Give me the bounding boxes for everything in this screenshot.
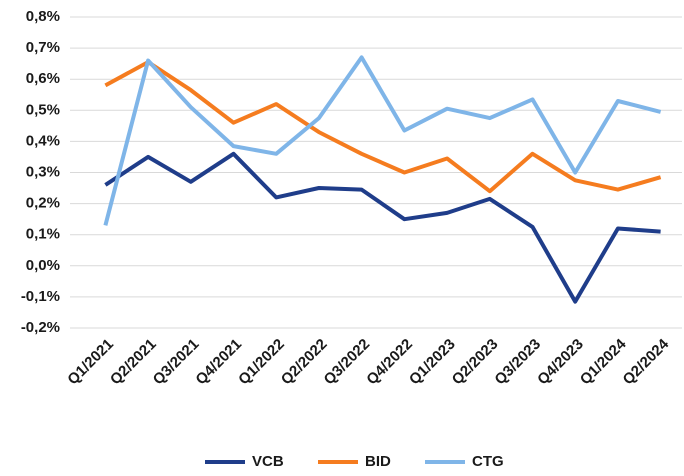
x-tick-label: Q2/2023 <box>449 336 502 389</box>
y-tick-label: -0,1% <box>21 288 60 305</box>
y-tick-label: 0,2% <box>26 195 60 212</box>
x-tick-label: Q1/2024 <box>577 335 630 388</box>
x-tick-label: Q4/2022 <box>363 336 416 389</box>
y-tick-label: 0,3% <box>26 163 60 180</box>
y-tick-label: 0,0% <box>26 257 60 274</box>
y-tick-label: -0,2% <box>21 319 60 336</box>
x-tick-label: Q3/2021 <box>150 336 203 389</box>
legend-label: CTG <box>472 453 504 470</box>
x-tick-label: Q2/2024 <box>620 335 673 388</box>
y-tick-label: 0,1% <box>26 226 60 243</box>
y-tick-label: 0,7% <box>26 39 60 56</box>
legend-label: BID <box>365 453 391 470</box>
x-tick-label: Q4/2021 <box>192 336 245 389</box>
legend-label: VCB <box>252 453 284 470</box>
x-tick-label: Q3/2023 <box>491 336 544 389</box>
x-tick-label: Q1/2021 <box>64 336 117 389</box>
y-tick-label: 0,6% <box>26 70 60 87</box>
series-line <box>104 151 661 304</box>
x-tick-label: Q2/2021 <box>107 336 160 389</box>
y-tick-label: 0,4% <box>26 132 60 149</box>
x-tick-label: Q1/2022 <box>235 336 288 389</box>
x-tick-label: Q2/2022 <box>278 336 331 389</box>
x-tick-label: Q1/2023 <box>406 336 459 389</box>
x-tick-label: Q4/2023 <box>534 336 587 389</box>
series-line <box>104 60 662 194</box>
y-tick-label: 0,8% <box>26 8 60 25</box>
y-tick-label: 0,5% <box>26 101 60 118</box>
x-tick-label: Q3/2022 <box>321 336 374 389</box>
series-line <box>103 55 662 226</box>
